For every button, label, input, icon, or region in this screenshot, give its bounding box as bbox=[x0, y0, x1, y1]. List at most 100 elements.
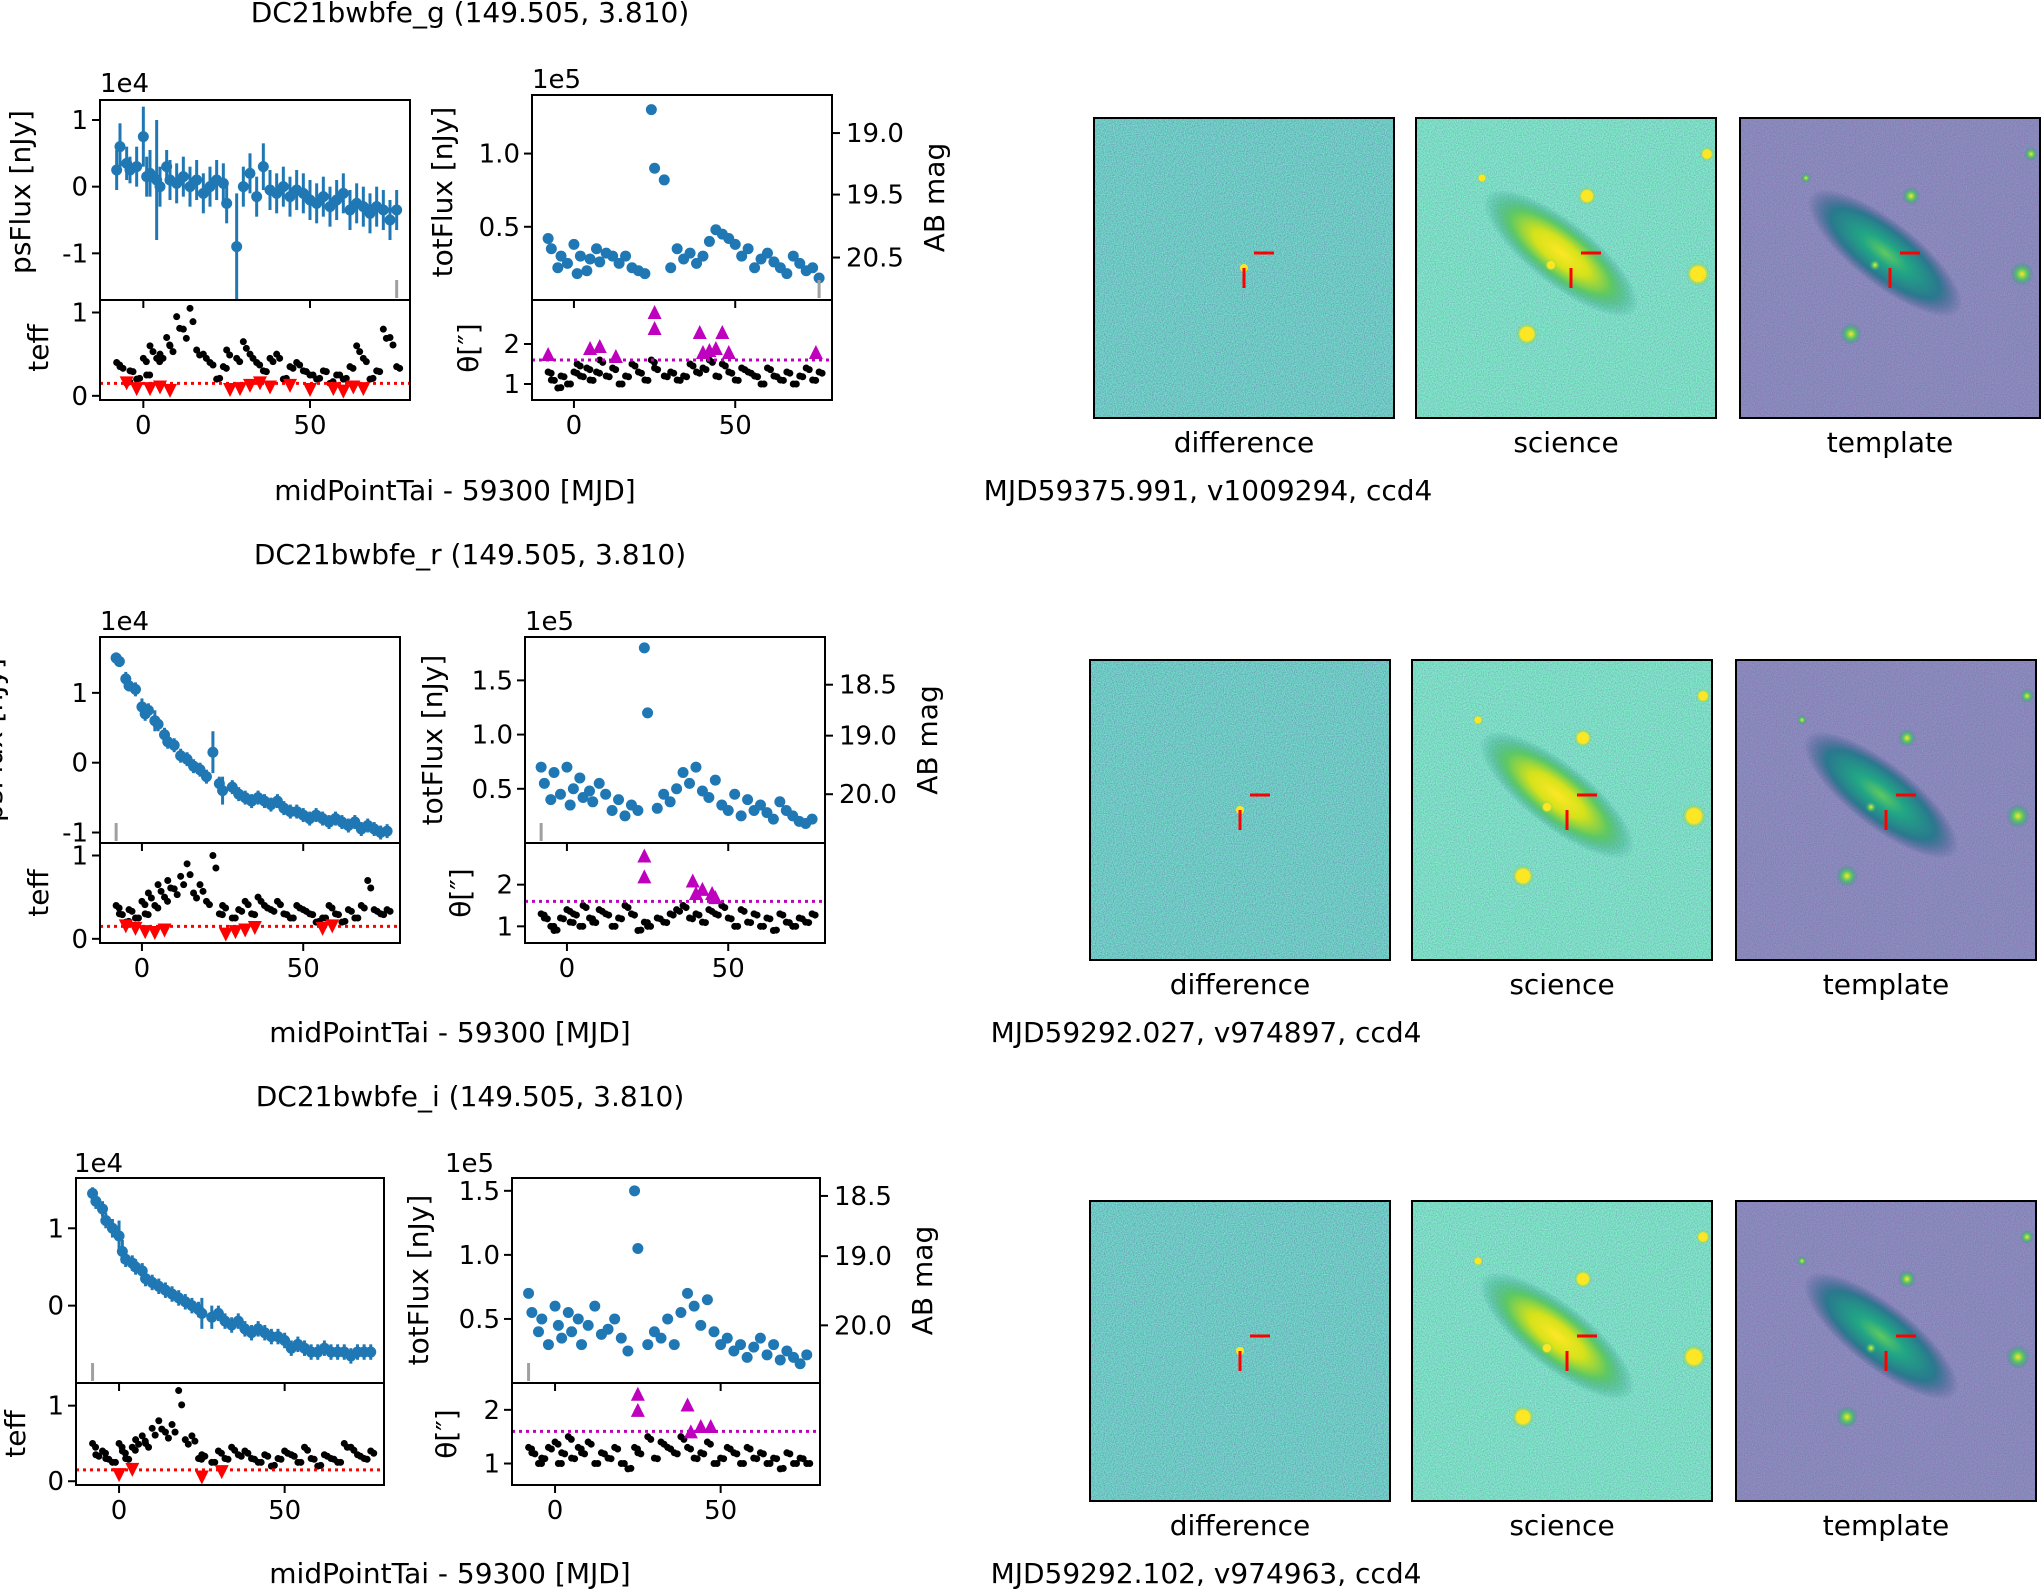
y-tick-label: 0.5 bbox=[472, 775, 513, 805]
psflux-point bbox=[311, 197, 323, 209]
theta-point bbox=[759, 1450, 767, 1458]
teff-point bbox=[183, 860, 191, 868]
teff-point bbox=[177, 872, 185, 880]
axes-frame bbox=[524, 636, 826, 844]
totflux-point bbox=[709, 774, 721, 786]
theta-high-marker bbox=[708, 890, 723, 905]
totflux-point bbox=[552, 262, 564, 274]
psflux-point bbox=[204, 181, 216, 193]
psflux-point bbox=[100, 1215, 112, 1227]
teff-point bbox=[379, 325, 387, 333]
totflux-point bbox=[620, 250, 632, 262]
theta-point bbox=[689, 362, 697, 370]
totflux-point bbox=[729, 238, 741, 250]
teff-point bbox=[322, 368, 330, 376]
theta-high-marker bbox=[693, 1418, 708, 1433]
teff-point bbox=[191, 1437, 199, 1445]
totflux-point bbox=[671, 783, 683, 795]
star bbox=[1869, 259, 1881, 271]
teff-low-marker bbox=[157, 923, 172, 938]
star bbox=[1512, 865, 1534, 887]
theta-high-marker bbox=[630, 1386, 645, 1401]
teff-point bbox=[189, 318, 197, 326]
star bbox=[1898, 1270, 1916, 1288]
theta-point bbox=[576, 362, 584, 370]
theta-point bbox=[647, 1435, 655, 1443]
theta-point bbox=[721, 904, 729, 912]
theta-point bbox=[700, 1450, 708, 1458]
psflux-point bbox=[113, 655, 125, 667]
star bbox=[1797, 1256, 1807, 1266]
theta-point bbox=[566, 380, 574, 388]
totflux-point bbox=[545, 794, 557, 806]
teff-point bbox=[164, 897, 172, 905]
teff-point bbox=[316, 374, 324, 382]
totflux-panel: 0.5 1.0 1.5 18.5 19.0 20.0 AB mag totFlux [nJy] bbox=[402, 1177, 939, 1391]
theta-point bbox=[676, 907, 684, 915]
teff-point bbox=[349, 364, 357, 372]
totflux-exponent: 1e5 bbox=[525, 607, 574, 637]
x-tick-label: 50 bbox=[704, 1496, 737, 1526]
x-tick-label: 50 bbox=[719, 411, 752, 441]
totflux-point bbox=[545, 243, 557, 255]
star bbox=[1865, 801, 1877, 813]
totflux-point bbox=[655, 1332, 667, 1344]
theta-point bbox=[637, 1450, 645, 1458]
teff-point bbox=[146, 371, 154, 379]
teff-point bbox=[157, 887, 165, 895]
stamp-label: difference bbox=[1170, 1509, 1311, 1542]
teff-point bbox=[353, 342, 361, 350]
y-tick-label: 1.0 bbox=[479, 140, 520, 170]
axes-frame bbox=[511, 1177, 821, 1384]
teff-point bbox=[209, 361, 217, 369]
teff-point bbox=[121, 1449, 129, 1457]
teff-point bbox=[163, 334, 171, 341]
psflux-point bbox=[144, 167, 156, 179]
totflux-point bbox=[684, 777, 696, 789]
star bbox=[1473, 1256, 1483, 1266]
theta-point bbox=[713, 1460, 721, 1468]
teff-point bbox=[135, 1440, 143, 1448]
psflux-point bbox=[137, 131, 149, 143]
stamp-label: template bbox=[1823, 968, 1949, 1001]
y-tick-label: 1.0 bbox=[472, 721, 513, 751]
psflux-point bbox=[271, 795, 283, 807]
ab-mag-ylabel: AB mag bbox=[906, 1226, 939, 1335]
totflux-point bbox=[651, 802, 663, 814]
stamp-label: difference bbox=[1170, 968, 1311, 1001]
totflux-point bbox=[742, 794, 754, 806]
template-stamp: template bbox=[1735, 659, 2037, 1001]
star bbox=[1574, 729, 1592, 747]
theta-point bbox=[669, 911, 677, 919]
theta-point bbox=[531, 1450, 539, 1458]
teff-point bbox=[111, 1458, 119, 1466]
stamp-frame bbox=[1735, 659, 2037, 961]
y-tick-label: 1 bbox=[71, 299, 88, 329]
totflux-point bbox=[729, 788, 741, 800]
totflux-point bbox=[606, 804, 618, 816]
totflux-point bbox=[609, 1313, 621, 1325]
row-title: DC21bwbfe_r (149.505, 3.810) bbox=[254, 538, 686, 571]
totflux-point bbox=[703, 791, 715, 803]
totflux-point bbox=[584, 253, 596, 265]
theta-point bbox=[759, 922, 767, 930]
teff-point bbox=[147, 894, 155, 902]
star bbox=[1516, 323, 1538, 345]
teff-point bbox=[276, 901, 284, 909]
teff-point bbox=[244, 1449, 252, 1457]
totflux-point bbox=[566, 1326, 578, 1338]
y-tick-label: 0 bbox=[71, 173, 88, 203]
teff-point bbox=[264, 1452, 272, 1460]
totflux-point bbox=[645, 104, 657, 116]
ab-tick-label: 18.5 bbox=[834, 1182, 892, 1212]
stamp-frame bbox=[1415, 117, 1717, 419]
psflux-point bbox=[337, 187, 349, 199]
teff-low-marker bbox=[143, 382, 157, 397]
teff-panel: 0 1 0 50 teff bbox=[0, 1382, 385, 1526]
totflux-ylabel: totFlux [nJy] bbox=[416, 655, 449, 826]
psflux-point bbox=[217, 785, 229, 797]
theta-point bbox=[792, 380, 800, 388]
ab-tick-label: 19.0 bbox=[834, 1242, 892, 1272]
teff-point bbox=[276, 354, 284, 362]
totflux-point bbox=[665, 262, 677, 274]
